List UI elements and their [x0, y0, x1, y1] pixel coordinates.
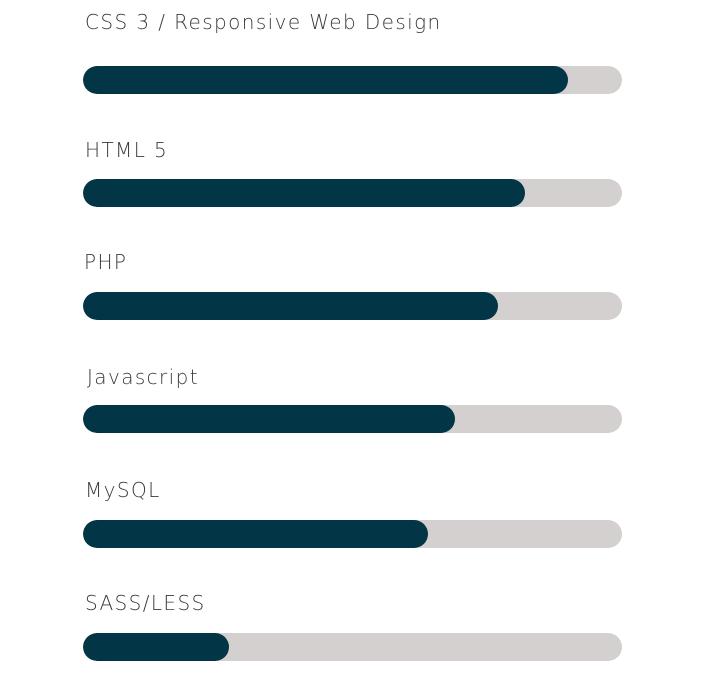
progress-track — [83, 633, 622, 661]
skill-label: SASS/LESS — [85, 591, 206, 615]
progress-track — [83, 66, 622, 94]
skill-label: CSS 3 / Responsive Web Design — [85, 10, 442, 34]
skill-label: PHP — [84, 250, 128, 274]
progress-fill — [83, 292, 499, 320]
progress-track — [83, 292, 622, 320]
progress-track — [83, 405, 622, 433]
progress-fill — [83, 179, 525, 207]
skill-label: HTML 5 — [85, 138, 169, 162]
progress-fill — [83, 633, 229, 661]
progress-track — [83, 179, 622, 207]
progress-track — [83, 520, 622, 548]
progress-fill — [83, 66, 569, 94]
skill-label: MySQL — [85, 478, 161, 502]
progress-fill — [83, 520, 428, 548]
progress-fill — [83, 405, 455, 433]
skill-label: Javascript — [87, 365, 199, 389]
